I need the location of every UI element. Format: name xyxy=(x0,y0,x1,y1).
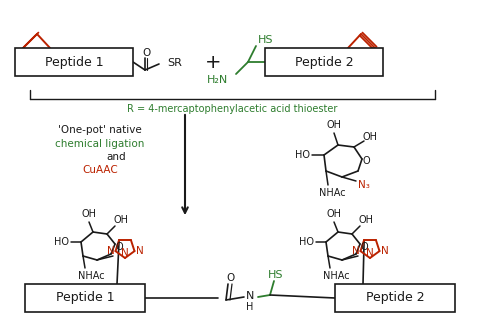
Bar xyxy=(335,284,455,312)
Text: HO: HO xyxy=(299,237,313,247)
Text: N: N xyxy=(121,248,129,258)
Text: Peptide 1: Peptide 1 xyxy=(56,291,114,305)
Text: O: O xyxy=(226,273,234,283)
Text: SR: SR xyxy=(167,58,182,68)
Text: OH: OH xyxy=(82,209,96,219)
Text: HO: HO xyxy=(295,150,310,160)
Text: H: H xyxy=(246,302,254,312)
Text: R = 4-mercaptophenylacetic acid thioester: R = 4-mercaptophenylacetic acid thioeste… xyxy=(127,104,338,114)
Text: N: N xyxy=(352,246,360,256)
Text: OH: OH xyxy=(362,132,377,142)
Bar xyxy=(15,48,133,76)
Text: O: O xyxy=(362,156,370,166)
Bar xyxy=(25,284,145,312)
Text: and: and xyxy=(106,152,126,162)
Text: OH: OH xyxy=(326,120,341,130)
Text: OH: OH xyxy=(326,209,341,219)
Text: N: N xyxy=(136,246,144,256)
Text: N: N xyxy=(381,246,388,256)
Text: N: N xyxy=(366,248,374,258)
Text: Peptide 2: Peptide 2 xyxy=(295,56,353,68)
Text: N: N xyxy=(246,291,254,301)
Text: N₃: N₃ xyxy=(358,180,370,190)
Text: Peptide 2: Peptide 2 xyxy=(366,291,424,305)
Text: OH: OH xyxy=(359,215,373,225)
Text: 'One-pot' native: 'One-pot' native xyxy=(58,125,142,135)
Text: +: + xyxy=(205,53,221,71)
Text: NHAc: NHAc xyxy=(323,271,349,281)
Text: O: O xyxy=(115,242,123,252)
Text: NHAc: NHAc xyxy=(319,188,345,198)
Text: O: O xyxy=(360,242,368,252)
Text: N: N xyxy=(107,246,114,256)
Text: OH: OH xyxy=(113,215,129,225)
Text: NHAc: NHAc xyxy=(78,271,104,281)
Text: H₂N: H₂N xyxy=(207,75,228,85)
Bar xyxy=(265,48,383,76)
Text: O: O xyxy=(142,48,150,58)
Text: HO: HO xyxy=(53,237,69,247)
Text: Peptide 1: Peptide 1 xyxy=(45,56,103,68)
Text: CuAAC: CuAAC xyxy=(82,165,118,175)
Text: HS: HS xyxy=(268,270,284,280)
Text: chemical ligation: chemical ligation xyxy=(55,139,144,149)
Text: HS: HS xyxy=(258,35,274,45)
